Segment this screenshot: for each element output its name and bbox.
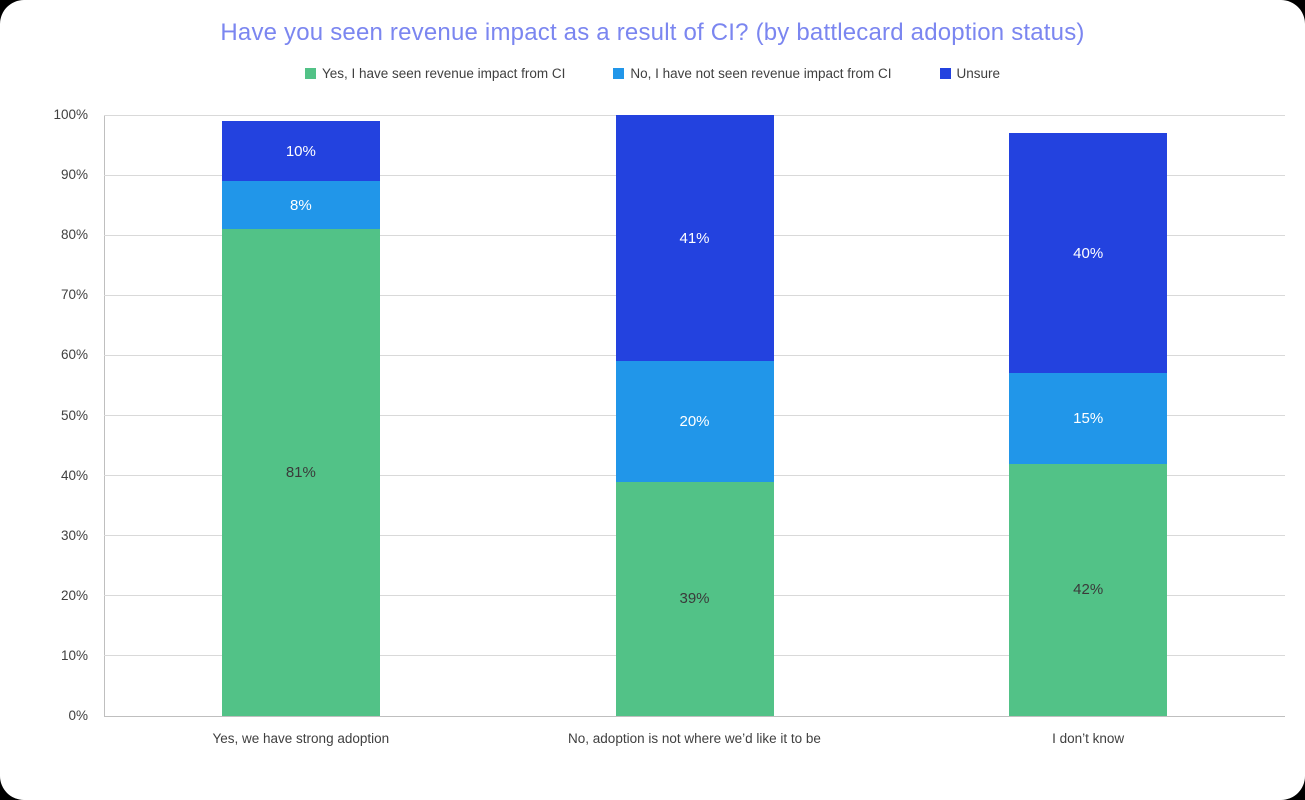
bar-data-label: 81% (285, 464, 316, 482)
bar-data-label: 20% (679, 413, 710, 431)
legend-swatch-icon (939, 68, 951, 79)
y-axis-tick-label: 20% (60, 587, 88, 603)
x-axis-line (104, 716, 1285, 717)
bar-segment: 10% (221, 121, 380, 182)
legend-swatch-icon (613, 68, 625, 79)
y-axis-tick-label: 10% (60, 647, 88, 663)
legend-label: No, I have not seen revenue impact from … (630, 66, 892, 81)
legend-label: Yes, I have seen revenue impact from CI (321, 66, 566, 81)
y-axis-tick-label: 50% (60, 407, 88, 423)
legend-swatch-icon (304, 68, 316, 79)
bar-segment: 39% (615, 481, 774, 716)
y-axis-tick-label: 0% (68, 708, 88, 723)
bar-segment: 42% (1009, 463, 1168, 716)
y-axis-tick-label: 90% (60, 167, 88, 183)
y-axis-tick-label: 40% (60, 467, 88, 483)
legend: Yes, I have seen revenue impact from CI N… (0, 66, 1305, 81)
y-axis-tick-label: 60% (60, 347, 88, 363)
bar-segment: 41% (615, 115, 774, 362)
y-axis-tick-label: 80% (60, 227, 88, 243)
y-axis-tick-label: 70% (60, 287, 88, 303)
legend-item-2: Unsure (939, 66, 1001, 81)
bar-segment: 40% (1009, 133, 1168, 374)
bar-segment: 20% (615, 361, 774, 482)
bar-data-label: 10% (285, 142, 316, 160)
bar-data-label: 40% (1073, 244, 1104, 262)
gridline (104, 114, 1285, 116)
y-axis-tick-label: 30% (60, 527, 88, 543)
legend-label: Unsure (956, 66, 1001, 81)
plot-area: 81% 8% 10% 39% 20% 41% 42% 15% 40% (104, 114, 1285, 717)
bar-segment: 81% (221, 229, 380, 716)
bar-data-label: 42% (1073, 581, 1104, 599)
x-axis-category-label: I don’t know (1052, 731, 1125, 746)
bar-data-label: 8% (289, 196, 312, 214)
bar-segment: 8% (221, 181, 380, 230)
bar-data-label: 41% (679, 229, 710, 247)
legend-item-1: No, I have not seen revenue impact from … (613, 66, 892, 81)
legend-item-0: Yes, I have seen revenue impact from CI (304, 66, 566, 81)
chart-title: Have you seen revenue impact as a result… (220, 19, 1085, 46)
x-axis-category-label: No, adoption is not where we’d like it t… (568, 731, 821, 746)
bar-data-label: 39% (679, 590, 710, 608)
x-axis-category-label: Yes, we have strong adoption (212, 731, 390, 746)
bar-segment: 15% (1009, 373, 1168, 464)
bar-data-label: 15% (1073, 410, 1104, 428)
y-axis-tick-label: 100% (53, 107, 88, 122)
